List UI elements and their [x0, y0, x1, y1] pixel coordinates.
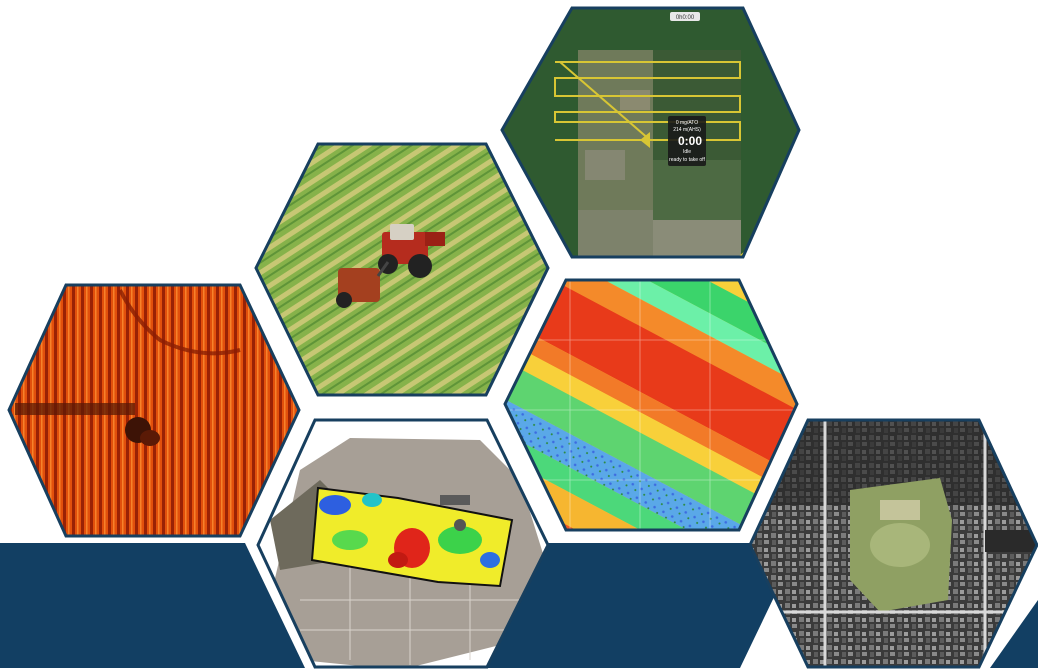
- flight-panel-line4: Idle: [683, 149, 691, 155]
- flight-plan-badge: 0h0:00: [676, 15, 695, 21]
- flight-panel-line1: 0 mg/ATO: [676, 120, 698, 126]
- flight-panel-timer: 0:00: [678, 134, 702, 148]
- flight-panel-status: ready to take off: [669, 157, 705, 163]
- flight-panel-line2: 214 m(AHS): [673, 127, 701, 133]
- navy-band-left: [0, 543, 305, 668]
